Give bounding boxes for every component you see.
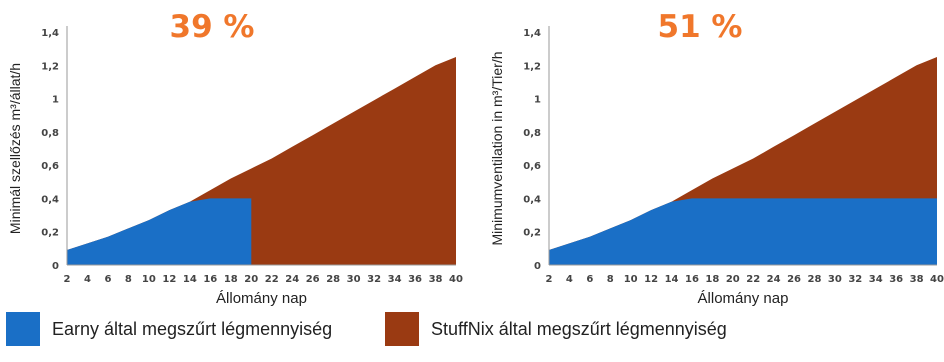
y-tick-label: 0,6 [41,161,59,172]
legend-label-earny: Earny által megszűrt légmennyiség [52,318,333,339]
y-tick-label: 0 [534,261,541,272]
y-tick-label: 0,4 [41,194,59,205]
series-area-1 [549,198,937,265]
y-tick-label: 0,8 [41,128,59,139]
x-tick-label: 14 [665,274,679,285]
x-tick-label: 38 [910,274,924,285]
y-tick-label: 0 [52,261,59,272]
y-tick-label: 0,2 [523,228,541,239]
percentage-annotation: 51 % [658,9,743,45]
y-tick-label: 0,6 [523,161,541,172]
x-tick-label: 30 [828,274,842,285]
chart-right: 00,20,40,60,811,21,42 4 6 8 10 12 14 16 18 20 22 24… [489,9,944,307]
x-tick-label: 8 [607,274,614,285]
x-tick-label: 6 [104,274,111,285]
x-tick-label: 28 [808,274,822,285]
y-tick-label: 1,2 [41,61,59,72]
legend-label-stuffnix: StuffNix által megszűrt légmennyiség [431,318,727,339]
legend-item-earny: Earny által megszűrt légmennyiség [6,312,332,346]
y-axis-label: Minimál szellőzés m³/állat/h [7,63,23,234]
x-tick-label: 34 [388,274,402,285]
legend-swatch-stuffnix [385,312,419,346]
x-tick-label: 26 [787,274,801,285]
y-tick-label: 1 [534,95,541,106]
legend-swatch-earny [6,312,40,346]
chart-left: 00,20,40,60,811,21,42 4 6 8 10 12 14 16 18 20 22 24… [7,9,463,307]
x-tick-label: 12 [644,274,658,285]
x-tick-label: 10 [624,274,638,285]
y-tick-label: 1 [52,95,59,106]
x-tick-label: 24 [767,274,781,285]
y-tick-label: 1,2 [523,61,541,72]
x-tick-label: 40 [930,274,944,285]
x-tick-label: 4 [84,274,91,285]
x-tick-label: 34 [869,274,883,285]
x-tick-label: 2 [546,274,553,285]
y-tick-label: 0,2 [41,228,59,239]
x-axis-label: Állomány nap [698,290,789,307]
x-tick-label: 36 [408,274,422,285]
x-tick-label: 32 [848,274,862,285]
x-tick-label: 20 [244,274,258,285]
legend: Earny által megszűrt légmennyiség StuffN… [0,312,944,362]
x-tick-label: 22 [746,274,760,285]
x-axis-label: Állomány nap [216,290,307,307]
x-tick-label: 6 [586,274,593,285]
y-tick-label: 0,4 [523,194,541,205]
y-tick-label: 1,4 [523,28,541,39]
x-tick-label: 32 [367,274,381,285]
y-axis-label: Minimumventilation in m³/Tier/h [489,52,505,246]
x-tick-label: 36 [889,274,903,285]
x-tick-label: 38 [429,274,443,285]
x-tick-label: 16 [685,274,699,285]
x-tick-label: 22 [265,274,279,285]
series-area-1 [67,198,252,265]
y-tick-label: 0,8 [523,128,541,139]
percentage-annotation: 39 % [170,9,255,45]
x-tick-label: 4 [566,274,573,285]
x-tick-label: 18 [705,274,719,285]
x-tick-label: 2 [64,274,71,285]
x-tick-label: 40 [449,274,463,285]
x-tick-label: 28 [326,274,340,285]
x-tick-label: 12 [162,274,176,285]
x-tick-label: 16 [203,274,217,285]
x-tick-label: 8 [125,274,132,285]
x-tick-label: 18 [224,274,238,285]
y-tick-label: 1,4 [41,28,59,39]
legend-item-stuffnix: StuffNix által megszűrt légmennyiség [385,312,727,346]
x-tick-label: 26 [306,274,320,285]
x-tick-label: 14 [183,274,197,285]
x-tick-label: 20 [726,274,740,285]
x-tick-label: 30 [347,274,361,285]
x-tick-label: 10 [142,274,156,285]
x-tick-label: 24 [285,274,299,285]
